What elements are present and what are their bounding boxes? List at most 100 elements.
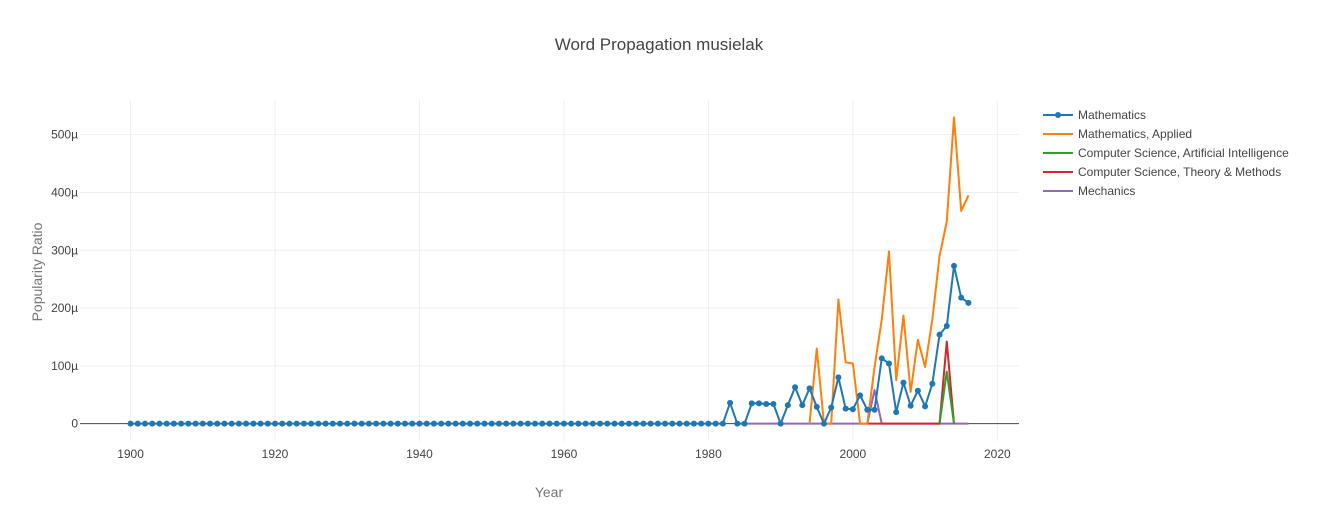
data-point[interactable] <box>170 420 177 427</box>
data-point[interactable] <box>452 420 459 427</box>
data-point[interactable] <box>885 360 892 367</box>
data-point[interactable] <box>156 420 163 427</box>
data-point[interactable] <box>517 420 524 427</box>
data-point[interactable] <box>806 385 813 392</box>
data-point[interactable] <box>127 420 134 427</box>
data-point[interactable] <box>149 420 156 427</box>
data-point[interactable] <box>474 420 481 427</box>
data-point[interactable] <box>690 420 697 427</box>
legend-item[interactable]: Mathematics, Applied <box>1043 127 1192 141</box>
data-point[interactable] <box>611 420 618 427</box>
data-point[interactable] <box>582 420 589 427</box>
data-point[interactable] <box>409 420 416 427</box>
data-point[interactable] <box>250 420 257 427</box>
data-point[interactable] <box>315 420 322 427</box>
data-point[interactable] <box>755 400 762 407</box>
data-point[interactable] <box>495 420 502 427</box>
data-point[interactable] <box>849 406 856 413</box>
data-point[interactable] <box>481 420 488 427</box>
data-point[interactable] <box>784 402 791 409</box>
data-point[interactable] <box>532 420 539 427</box>
data-point[interactable] <box>828 404 835 411</box>
data-point[interactable] <box>965 299 972 306</box>
data-point[interactable] <box>748 400 755 407</box>
data-point[interactable] <box>604 420 611 427</box>
data-point[interactable] <box>192 420 199 427</box>
data-point[interactable] <box>950 262 957 269</box>
data-point[interactable] <box>272 420 279 427</box>
data-point[interactable] <box>445 420 452 427</box>
data-point[interactable] <box>510 420 517 427</box>
data-point[interactable] <box>416 420 423 427</box>
data-point[interactable] <box>308 420 315 427</box>
data-point[interactable] <box>705 420 712 427</box>
data-point[interactable] <box>539 420 546 427</box>
data-point[interactable] <box>770 401 777 408</box>
data-point[interactable] <box>597 420 604 427</box>
data-point[interactable] <box>763 401 770 408</box>
data-point[interactable] <box>625 420 632 427</box>
data-point[interactable] <box>373 420 380 427</box>
data-point[interactable] <box>633 420 640 427</box>
data-point[interactable] <box>820 420 827 427</box>
data-point[interactable] <box>553 420 560 427</box>
data-point[interactable] <box>235 420 242 427</box>
data-point[interactable] <box>943 322 950 329</box>
data-point[interactable] <box>914 387 921 394</box>
data-point[interactable] <box>351 420 358 427</box>
data-point[interactable] <box>857 392 864 399</box>
data-point[interactable] <box>936 331 943 338</box>
data-point[interactable] <box>221 420 228 427</box>
data-point[interactable] <box>394 420 401 427</box>
data-point[interactable] <box>264 420 271 427</box>
data-point[interactable] <box>365 420 372 427</box>
data-point[interactable] <box>907 402 914 409</box>
data-point[interactable] <box>387 420 394 427</box>
data-point[interactable] <box>958 294 965 301</box>
data-point[interactable] <box>488 420 495 427</box>
data-point[interactable] <box>199 420 206 427</box>
data-point[interactable] <box>654 420 661 427</box>
data-point[interactable] <box>647 420 654 427</box>
data-point[interactable] <box>546 420 553 427</box>
data-point[interactable] <box>792 384 799 391</box>
legend-item[interactable]: Mechanics <box>1043 184 1135 198</box>
data-point[interactable] <box>207 420 214 427</box>
data-point[interactable] <box>640 420 647 427</box>
data-point[interactable] <box>380 420 387 427</box>
data-point[interactable] <box>683 420 690 427</box>
data-point[interactable] <box>893 409 900 416</box>
data-point[interactable] <box>423 420 430 427</box>
data-point[interactable] <box>459 420 466 427</box>
data-point[interactable] <box>178 420 185 427</box>
data-point[interactable] <box>337 420 344 427</box>
data-point[interactable] <box>741 420 748 427</box>
data-point[interactable] <box>430 420 437 427</box>
data-point[interactable] <box>257 420 264 427</box>
data-point[interactable] <box>864 406 871 413</box>
data-point[interactable] <box>402 420 409 427</box>
data-point[interactable] <box>719 420 726 427</box>
legend-item[interactable]: Computer Science, Artificial Intelligenc… <box>1043 146 1289 160</box>
data-point[interactable] <box>286 420 293 427</box>
data-point[interactable] <box>878 355 885 362</box>
data-point[interactable] <box>329 420 336 427</box>
data-point[interactable] <box>568 420 575 427</box>
data-point[interactable] <box>842 405 849 412</box>
data-point[interactable] <box>835 374 842 381</box>
data-point[interactable] <box>575 420 582 427</box>
data-point[interactable] <box>813 403 820 410</box>
data-point[interactable] <box>676 420 683 427</box>
data-point[interactable] <box>662 420 669 427</box>
data-point[interactable] <box>922 403 929 410</box>
data-point[interactable] <box>900 379 907 386</box>
data-point[interactable] <box>777 420 784 427</box>
data-point[interactable] <box>698 420 705 427</box>
data-point[interactable] <box>871 406 878 413</box>
legend-item[interactable]: Computer Science, Theory & Methods <box>1043 165 1281 179</box>
data-point[interactable] <box>618 420 625 427</box>
data-point[interactable] <box>358 420 365 427</box>
data-point[interactable] <box>228 420 235 427</box>
data-point[interactable] <box>279 420 286 427</box>
data-point[interactable] <box>727 399 734 406</box>
